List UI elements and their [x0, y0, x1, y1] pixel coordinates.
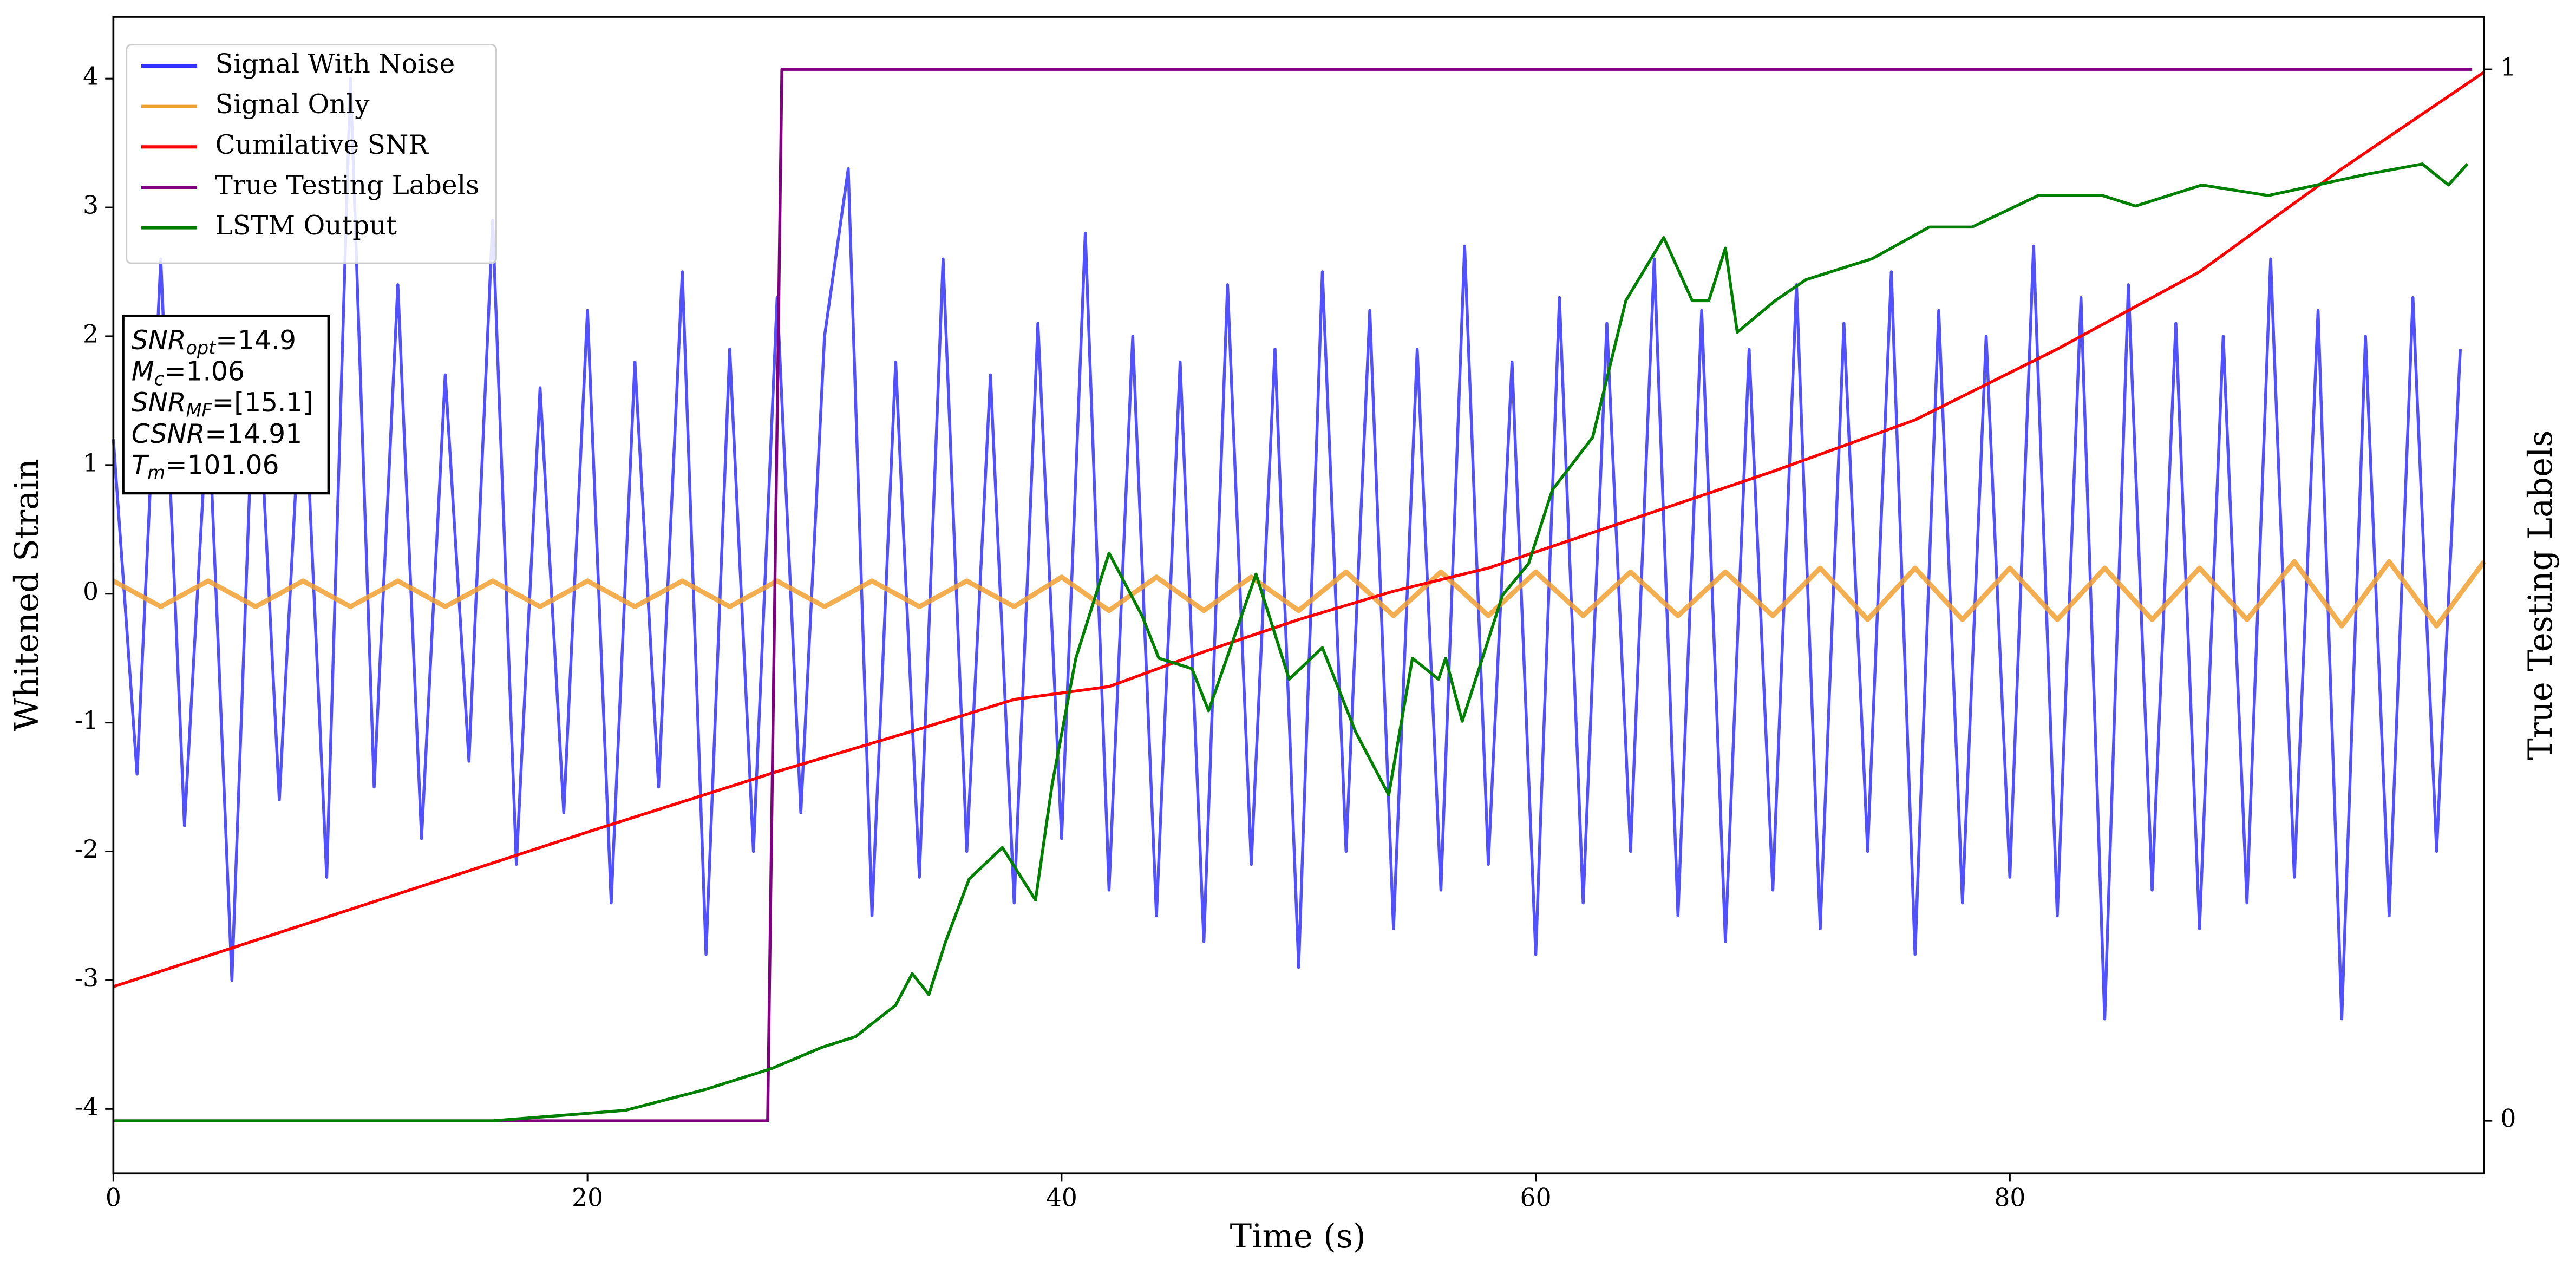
x-tick-label: 0	[106, 1183, 121, 1212]
series-line	[113, 162, 2469, 1122]
annotation-box	[122, 314, 330, 495]
y-tick-label: 3	[83, 191, 99, 220]
legend-label: True Testing Labels	[215, 170, 480, 200]
legend-label: LSTM Output	[215, 211, 397, 241]
annotation-subscript: opt	[186, 337, 217, 358]
annotation-symbol: CSNR	[132, 419, 205, 449]
annotation-line: SNRopt=14.9	[132, 325, 296, 358]
axes-frame	[112, 16, 2485, 1175]
annotation-value: =[15.1]	[212, 388, 313, 418]
y-tick-label: -1	[75, 706, 99, 735]
y-axis-label: Whitened Strain	[8, 459, 46, 731]
y-tick-label: 0	[83, 577, 99, 606]
annotation-line: Mc=1.06	[132, 356, 245, 389]
y-tick-label: 1	[83, 448, 99, 477]
y-tick-label: 2	[83, 319, 99, 348]
x-tick-label: 20	[572, 1183, 603, 1212]
annotation-symbol: SNR	[132, 325, 186, 356]
y-tick-label: -2	[75, 835, 99, 864]
y-tick-label: 4	[83, 62, 99, 91]
legend-label: Signal With Noise	[215, 49, 455, 80]
annotation-subscript: MF	[186, 400, 213, 421]
y2-axis-label: True Testing Labels	[2522, 430, 2560, 760]
y-tick-label: -3	[75, 964, 99, 992]
annotation-line: CSNR=14.91	[132, 419, 302, 449]
x-tick-label: 40	[1046, 1183, 1077, 1212]
overlays: Signal With Noise Signal Only Cumilative S…	[122, 44, 497, 495]
annotation-value: =14.9	[215, 325, 296, 356]
series-line	[113, 71, 2485, 988]
annotation-subscript: c	[154, 368, 164, 389]
annotation-subscript: m	[147, 462, 165, 483]
plot-area	[112, 68, 2486, 1122]
x-axis-label: Time (s)	[1230, 1218, 1366, 1256]
annotation-symbol: M	[132, 356, 154, 387]
y2-tick-label: 1	[2500, 53, 2516, 82]
legend-label: Cumilative SNR	[215, 130, 429, 160]
annotation-value: =101.06	[165, 450, 279, 480]
legend-label: Signal Only	[215, 89, 370, 120]
annotation-symbol: SNR	[132, 388, 186, 418]
annotation-symbol: T	[132, 450, 149, 480]
annotation-value: =14.91	[205, 419, 302, 449]
annotation-value: =1.06	[164, 356, 245, 387]
annotation-line: SNRMF=[15.1]	[132, 388, 313, 421]
y2-tick-label: 0	[2500, 1105, 2516, 1133]
y-tick-label: -4	[75, 1093, 99, 1121]
annotation-line: Tm=101.06	[132, 450, 279, 483]
x-tick-label: 60	[1520, 1183, 1552, 1212]
series-line	[112, 559, 2486, 629]
legend-box	[126, 44, 497, 264]
x-tick-label: 80	[1994, 1183, 2025, 1212]
